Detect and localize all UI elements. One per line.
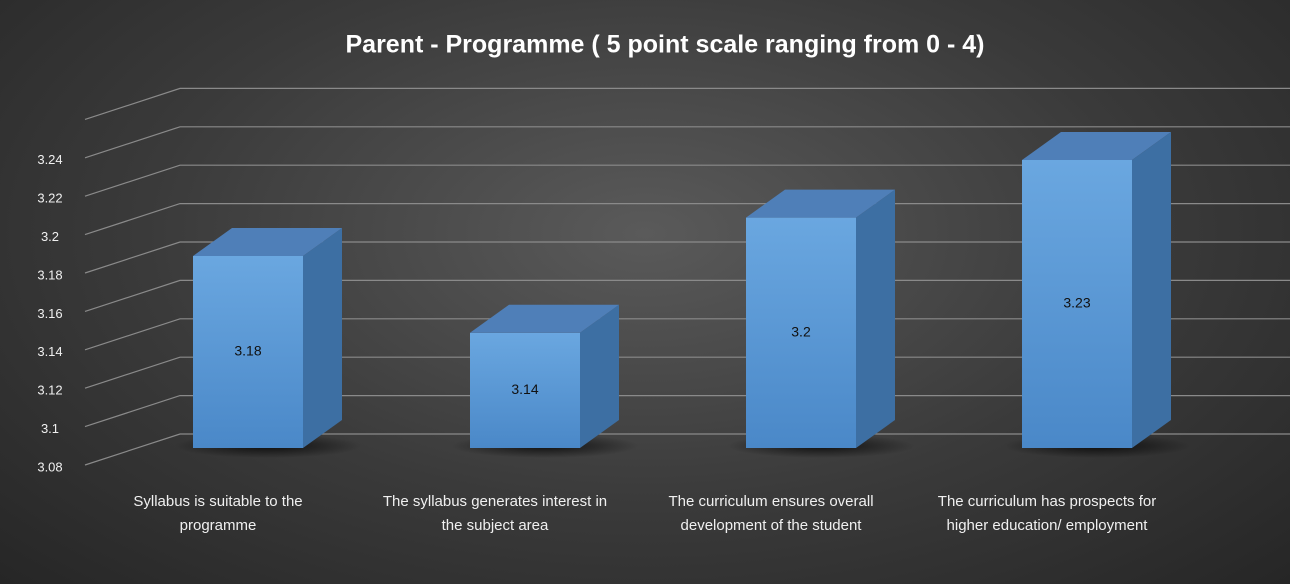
bar-front [746,217,856,448]
bar-front [1022,160,1132,448]
bar: 3.2 [746,189,895,448]
chart-title: Parent - Programme ( 5 point scale rangi… [345,31,984,59]
x-tick-label: Syllabus is suitable to the programme [133,493,303,534]
bar-side [856,189,895,448]
wall-top-edge [84,87,1290,120]
value-label: 3.18 [234,343,261,359]
bar: 3.14 [470,304,619,448]
grid-line [84,356,1290,389]
y-tick-label: 3.1 [41,421,59,436]
bar-side [580,304,619,448]
y-tick-label: 3.22 [37,191,62,206]
y-tick-label: 3.18 [37,267,62,282]
bar-top [470,304,619,333]
grid-line [84,395,1290,428]
y-tick-label: 3.12 [37,383,62,398]
bar-top [746,189,895,218]
grid-line [84,241,1290,274]
bar: 3.18 [193,228,342,448]
bar-side [1132,132,1171,448]
bar-top [193,228,342,256]
grid-line [84,126,1290,159]
bar-top [1022,132,1171,160]
grid-line [84,433,1290,466]
grid-line [84,164,1290,197]
bar-side [303,228,342,448]
bar-front [470,332,580,448]
value-label: 3.23 [1063,295,1090,311]
y-tick-label: 3.24 [37,152,62,167]
x-tick-label: The curriculum ensures overall developme… [668,493,874,534]
grid-line [84,318,1290,351]
x-tick-label: The syllabus generates interest in the s… [382,493,608,534]
value-label: 3.14 [511,381,538,397]
y-tick-label: 3.16 [37,306,62,321]
value-label: 3.2 [791,324,811,340]
grid-line [84,203,1290,236]
bar: 3.23 [1022,132,1171,448]
grid-line [84,279,1290,312]
bar-front [193,256,303,448]
y-tick-label: 3.14 [37,344,62,359]
y-tick-label: 3.2 [41,229,59,244]
y-tick-label: 3.08 [37,459,62,474]
x-tick-label: The curriculum has prospects for higher … [937,493,1157,534]
